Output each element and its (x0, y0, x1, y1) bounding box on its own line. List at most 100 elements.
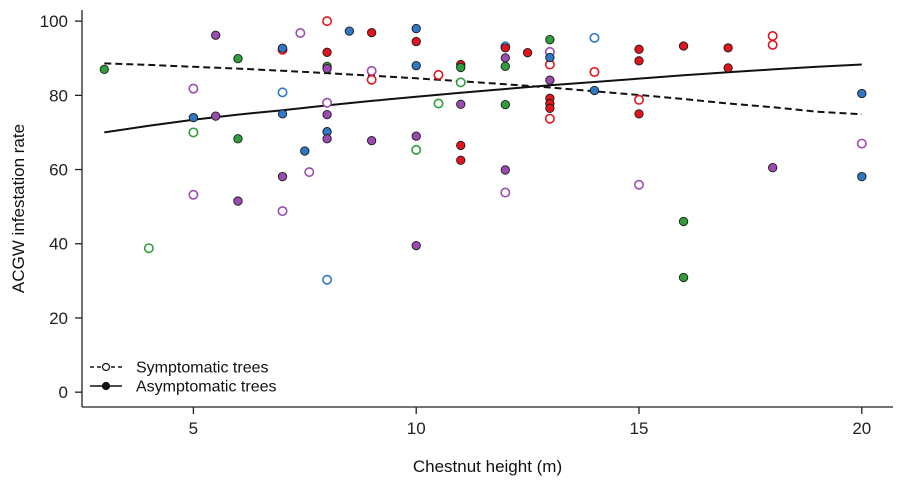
asymptomatic-point (322, 109, 332, 120)
y-tick-label: 20 (49, 309, 68, 328)
asymptomatic-point (233, 134, 243, 144)
y-tick-label: 40 (49, 235, 68, 254)
symptomatic-point (143, 243, 154, 254)
symptomatic-point (433, 69, 444, 80)
symptomatic-trend-line (104, 62, 862, 116)
asymptomatic-point (344, 26, 355, 36)
asymptomatic-point (857, 171, 867, 182)
asymptomatic-point (411, 61, 421, 71)
symptomatic-point (277, 87, 288, 98)
asymptomatic-point (500, 43, 510, 53)
symptomatic-point (589, 32, 600, 43)
asymptomatic-point (545, 75, 555, 85)
asymptomatic-point (500, 53, 510, 63)
y-tick-label: 60 (49, 161, 68, 180)
legend: Symptomatic trees Asymptomatic trees (90, 360, 276, 396)
asymptomatic-point (500, 61, 510, 72)
symptomatic-point (544, 113, 555, 124)
axis-ticks: 5 10 15 20 0 20 40 60 80 100 (40, 12, 872, 438)
asymptomatic-point (322, 63, 332, 74)
symptomatic-point (589, 66, 600, 77)
asymptomatic-trend-line (104, 63, 862, 134)
asymptomatic-point (857, 88, 867, 99)
symptomatic-point (366, 74, 377, 85)
asymptomatic-point (277, 171, 288, 182)
symptomatic-point (500, 187, 511, 198)
asymptomatic-point (545, 52, 555, 63)
x-tick-label: 5 (189, 419, 198, 438)
asymptomatic-point (366, 135, 377, 146)
symptomatic-point (304, 167, 315, 178)
symptomatic-point (433, 98, 444, 109)
symptomatic-point (322, 274, 333, 285)
asymptomatic-point (366, 27, 377, 38)
symptomatic-point (188, 83, 199, 94)
y-tick-label: 0 (59, 383, 68, 402)
asymptomatic-point (277, 43, 288, 53)
trend-lines (104, 62, 862, 134)
symptomatic-point (767, 30, 778, 41)
asymptomatic-point (411, 23, 421, 34)
asymptomatic-point (211, 111, 221, 121)
asymptomatic-point (322, 134, 332, 144)
y-tick-label: 100 (40, 12, 68, 31)
symptomatic-point (188, 127, 199, 138)
legend-item-symptomatic: Symptomatic trees (90, 360, 268, 377)
asymptomatic-point (411, 131, 421, 141)
symptomatic-point (411, 144, 422, 155)
symptomatic-point (856, 138, 867, 149)
symptomatic-point (366, 65, 377, 76)
symptomatic-point (455, 77, 466, 88)
asymptomatic-point (723, 43, 733, 53)
asymptomatic-point (456, 99, 466, 109)
data-points (99, 16, 867, 285)
x-tick-label: 15 (630, 419, 649, 438)
asymptomatic-point (500, 165, 510, 175)
asymptomatic-point (678, 272, 689, 283)
asymptomatic-point (768, 163, 778, 173)
asymptomatic-point (500, 99, 510, 110)
asymptomatic-point (634, 109, 644, 119)
asymptomatic-point (589, 85, 600, 96)
symptomatic-point (277, 206, 288, 217)
legend-label-asymptomatic: Asymptomatic trees (136, 379, 276, 396)
asymptomatic-point (188, 112, 199, 123)
symptomatic-point (322, 97, 333, 108)
x-axis-title: Chestnut height (m) (413, 457, 562, 476)
asymptomatic-point (411, 240, 421, 251)
asymptomatic-point (277, 109, 288, 119)
y-axis-title: ACGW infestation rate (9, 124, 28, 293)
x-tick-label: 20 (852, 419, 871, 438)
asymptomatic-point (456, 62, 466, 73)
asymptomatic-point (678, 216, 689, 227)
asymptomatic-point (211, 30, 221, 40)
asymptomatic-point (411, 36, 421, 47)
asymptomatic-point (233, 196, 243, 206)
legend-open-marker (101, 362, 111, 372)
asymptomatic-point (456, 140, 466, 151)
asymptomatic-point (522, 48, 533, 58)
symptomatic-point (295, 28, 306, 39)
asymptomatic-point (300, 146, 310, 156)
asymptomatic-point (456, 155, 466, 165)
asymptomatic-point (545, 103, 555, 113)
axes (81, 10, 893, 408)
asymptomatic-point (99, 64, 109, 75)
asymptomatic-point (545, 35, 555, 45)
asymptomatic-point (634, 56, 644, 66)
symptomatic-point (634, 94, 645, 105)
asymptomatic-point (723, 63, 733, 73)
x-tick-label: 10 (407, 419, 426, 438)
asymptomatic-point (634, 44, 644, 54)
symptomatic-point (634, 179, 645, 190)
symptomatic-point (767, 39, 778, 50)
asymptomatic-point (678, 41, 689, 51)
symptomatic-point (322, 16, 333, 27)
legend-item-asymptomatic: Asymptomatic trees (90, 379, 276, 396)
legend-filled-marker (101, 381, 111, 391)
asymptomatic-point (233, 53, 243, 64)
legend-label-symptomatic: Symptomatic trees (136, 360, 268, 377)
asymptomatic-point (322, 47, 332, 57)
symptomatic-point (188, 189, 199, 200)
